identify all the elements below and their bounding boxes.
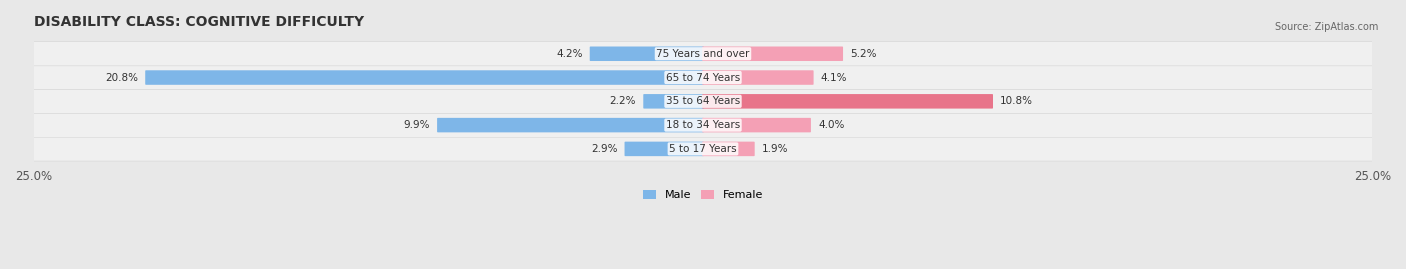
Text: 35 to 64 Years: 35 to 64 Years — [666, 96, 740, 106]
FancyBboxPatch shape — [34, 113, 1372, 137]
FancyBboxPatch shape — [589, 47, 704, 61]
Text: 5 to 17 Years: 5 to 17 Years — [669, 144, 737, 154]
FancyBboxPatch shape — [437, 118, 704, 132]
Text: 4.0%: 4.0% — [818, 120, 845, 130]
FancyBboxPatch shape — [702, 142, 755, 156]
FancyBboxPatch shape — [34, 89, 1372, 114]
FancyBboxPatch shape — [34, 137, 1372, 161]
Text: DISABILITY CLASS: COGNITIVE DIFFICULTY: DISABILITY CLASS: COGNITIVE DIFFICULTY — [34, 15, 364, 29]
FancyBboxPatch shape — [34, 65, 1372, 90]
FancyBboxPatch shape — [644, 94, 704, 109]
FancyBboxPatch shape — [145, 70, 704, 85]
FancyBboxPatch shape — [624, 142, 704, 156]
Text: 18 to 34 Years: 18 to 34 Years — [666, 120, 740, 130]
Text: 1.9%: 1.9% — [762, 144, 789, 154]
Text: Source: ZipAtlas.com: Source: ZipAtlas.com — [1274, 22, 1378, 31]
FancyBboxPatch shape — [34, 42, 1372, 66]
Text: 2.9%: 2.9% — [591, 144, 617, 154]
FancyBboxPatch shape — [702, 47, 844, 61]
Text: 10.8%: 10.8% — [1000, 96, 1033, 106]
FancyBboxPatch shape — [702, 94, 993, 109]
Text: 5.2%: 5.2% — [851, 49, 877, 59]
Text: 2.2%: 2.2% — [610, 96, 636, 106]
FancyBboxPatch shape — [702, 70, 814, 85]
Text: 20.8%: 20.8% — [105, 73, 138, 83]
Text: 65 to 74 Years: 65 to 74 Years — [666, 73, 740, 83]
FancyBboxPatch shape — [702, 118, 811, 132]
Text: 4.1%: 4.1% — [821, 73, 848, 83]
Text: 9.9%: 9.9% — [404, 120, 430, 130]
Text: 4.2%: 4.2% — [555, 49, 582, 59]
Legend: Male, Female: Male, Female — [638, 186, 768, 205]
Text: 75 Years and over: 75 Years and over — [657, 49, 749, 59]
